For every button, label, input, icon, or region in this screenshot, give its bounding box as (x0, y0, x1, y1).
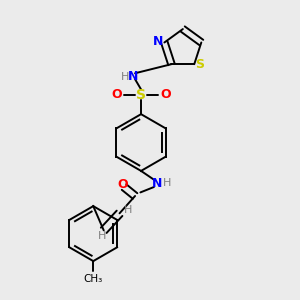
Text: CH₃: CH₃ (84, 274, 103, 284)
Text: H: H (163, 178, 171, 188)
Text: N: N (152, 177, 163, 190)
Text: N: N (128, 70, 138, 83)
Text: S: S (195, 58, 204, 71)
Text: H: H (98, 231, 106, 241)
Text: N: N (153, 35, 163, 48)
Text: O: O (160, 88, 171, 101)
Text: O: O (111, 88, 122, 101)
Text: H: H (124, 205, 133, 215)
Text: S: S (136, 88, 146, 102)
Text: H: H (121, 72, 129, 82)
Text: O: O (117, 178, 128, 191)
